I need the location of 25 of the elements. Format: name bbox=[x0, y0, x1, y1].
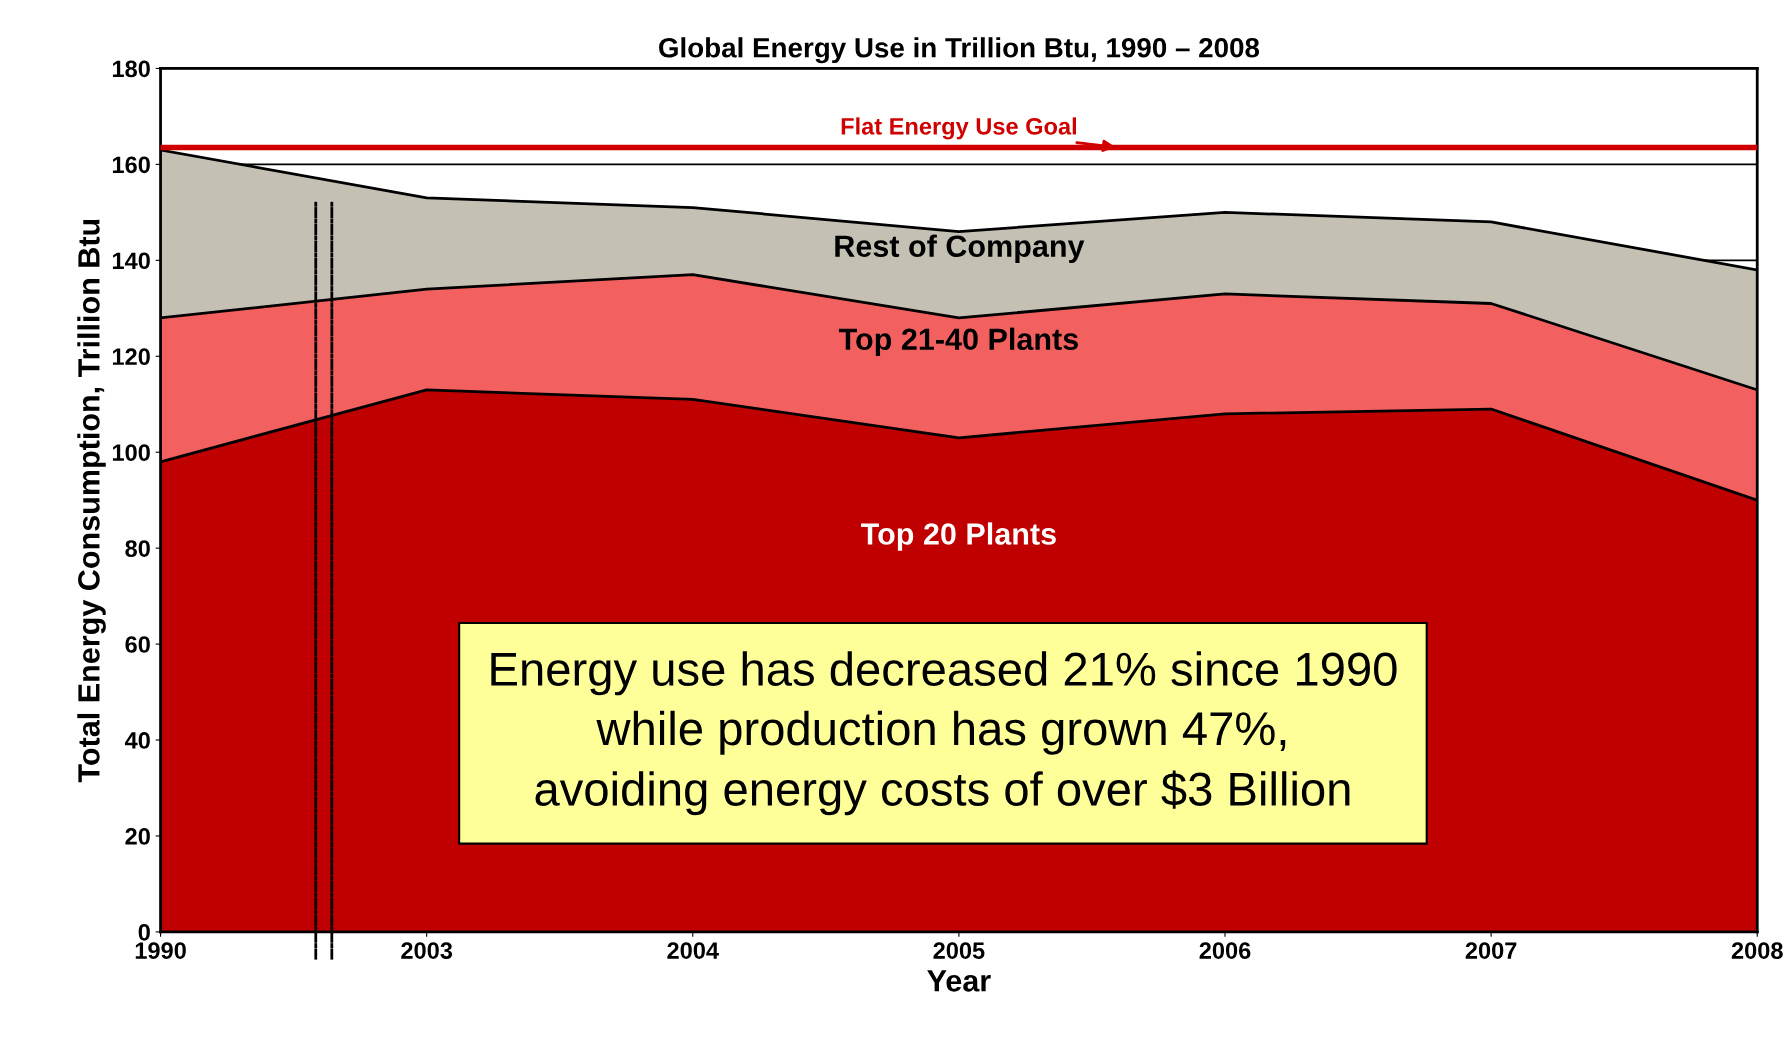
y-tick-label: 140 bbox=[112, 252, 150, 270]
y-tick-label: 80 bbox=[125, 540, 150, 557]
chart-title: Global Energy Use in Trillion Btu, 1990 – 2008 bbox=[659, 37, 1260, 64]
x-tick-label: 1990 bbox=[135, 942, 186, 959]
series-label: Top 21-40 Plants bbox=[838, 327, 1078, 357]
y-tick-label: 180 bbox=[112, 60, 150, 78]
x-tick-label: 2007 bbox=[1465, 942, 1517, 959]
y-tick-label: 40 bbox=[124, 732, 150, 749]
y-tick-label: 0 bbox=[138, 923, 150, 941]
annotation: Energy use has decreased 21% since 1990 while production has grown 47%, avoiding energy costs of over $3 Billion bbox=[491, 651, 1397, 816]
y-tick-label: 160 bbox=[112, 156, 150, 174]
series-label: Rest of Company bbox=[835, 234, 1085, 264]
y-tick-label: 60 bbox=[125, 636, 150, 653]
series-label: Top 20 Plants bbox=[861, 522, 1056, 551]
y-tick-label: 100 bbox=[112, 444, 150, 461]
x-axis-title: Year bbox=[927, 970, 991, 992]
x-tick-label: 2003 bbox=[401, 942, 453, 959]
x-tick-label: 2008 bbox=[1731, 942, 1783, 959]
ref-line-label: Flat Energy Use Goal bbox=[841, 117, 1076, 140]
x-tick-label: 2006 bbox=[1199, 942, 1251, 959]
y-axis-title: Total Energy Consumption, Trillion Btu bbox=[77, 219, 106, 783]
x-tick-label: 2005 bbox=[933, 942, 985, 959]
y-tick-label: 120 bbox=[112, 348, 150, 366]
y-tick-label: 20 bbox=[125, 828, 150, 845]
x-tick-label: 2004 bbox=[667, 942, 719, 959]
